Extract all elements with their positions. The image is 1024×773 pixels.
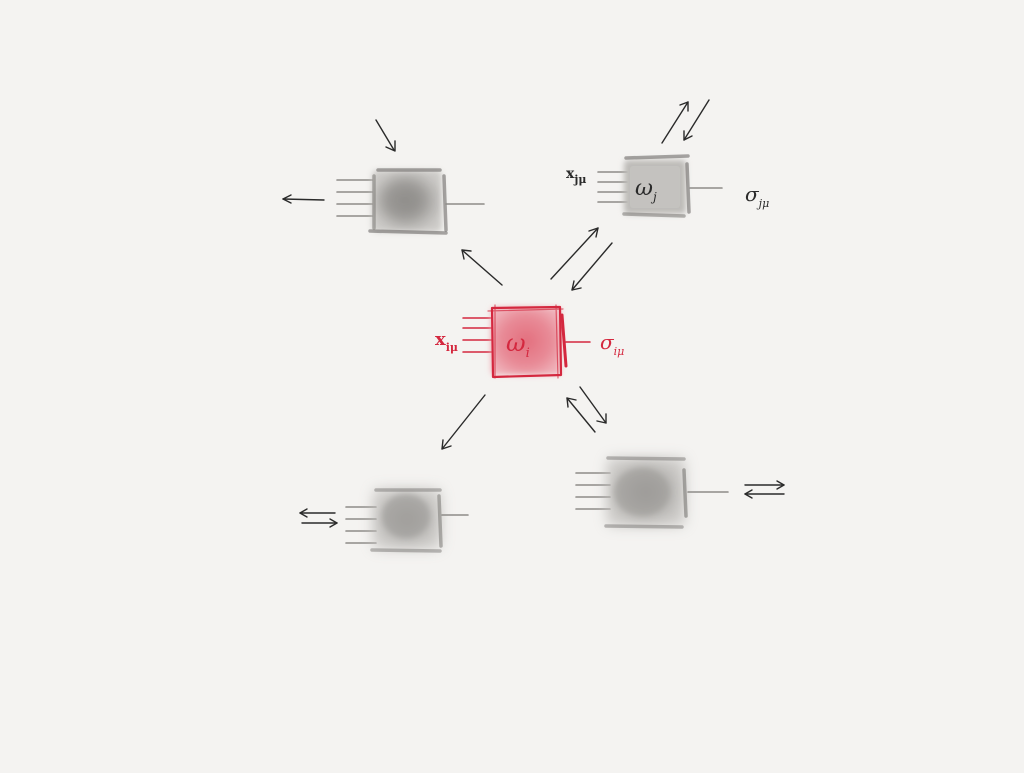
arrow-node-j-out-top [661,101,689,144]
node-j-weight-label: ωj [635,176,657,204]
neighbor-node-j: ωj xjμ σjμ [566,154,769,218]
arrow-bottom-right-out [744,480,785,490]
node-body [491,307,561,375]
arrow-bottom-right-to-center [566,397,596,433]
arrows [282,99,785,528]
arrow-center-to-bottom-right [579,386,607,424]
arrow-node-j-to-center [571,242,613,291]
input-lines [597,171,628,203]
arrow-out-left [282,194,325,204]
arrow-bottom-right-in [744,489,785,499]
arrow-center-to-bottom-left [441,394,486,450]
center-weight-label: ωi [506,329,530,361]
input-lines [575,472,611,510]
arrow-center-to-node-j [550,227,599,280]
neighbor-node-top-left [336,168,485,235]
center-output-label: σiμ [600,330,624,358]
arrow-center-to-top-left [461,249,503,286]
input-lines [336,179,373,217]
node-j-output-label: σjμ [745,182,769,210]
center-node-i: ωi xiμ σiμ [435,304,624,379]
node-j-input-label: xjμ [566,166,586,186]
center-input-label: xiμ [435,329,458,354]
input-lines [345,506,377,544]
arrow-bottom-left-in [301,518,338,528]
node-shading [382,181,426,219]
arrow-bottom-left-out [299,508,336,518]
arrow-in-top-left [375,119,396,152]
neighbor-node-bottom-left [345,488,469,553]
input-lines [462,317,493,353]
arrow-node-j-in-top [683,99,710,141]
neighbor-node-bottom-right [575,456,729,529]
